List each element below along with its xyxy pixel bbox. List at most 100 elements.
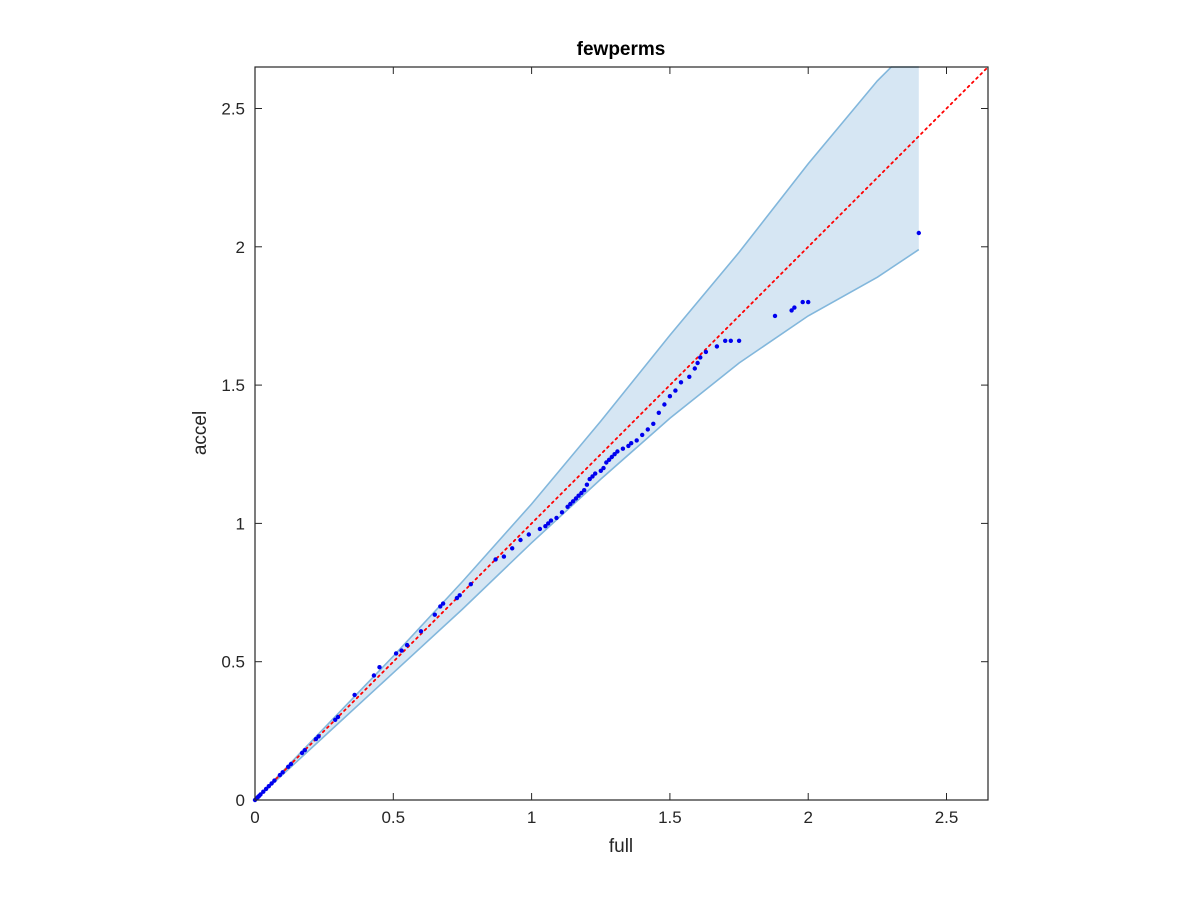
y-tick-label: 0: [236, 791, 245, 810]
data-point: [266, 784, 271, 789]
data-point: [559, 510, 565, 515]
data-point: [698, 355, 703, 360]
data-point: [288, 761, 294, 767]
data-point: [587, 476, 592, 482]
data-point: [272, 778, 277, 783]
x-tick-label: 2: [803, 808, 812, 827]
data-point: [651, 421, 656, 426]
data-point: [371, 673, 377, 678]
data-point: [258, 792, 263, 797]
y-tick-label: 2.5: [221, 99, 245, 118]
data-point: [280, 770, 285, 775]
data-point: [316, 734, 321, 739]
chart-title: fewperms: [577, 39, 666, 60]
data-point: [565, 504, 570, 509]
data-point: [601, 465, 606, 471]
y-tick-label: 2: [236, 238, 245, 257]
data-point: [404, 642, 410, 648]
data-point: [593, 471, 598, 476]
data-point: [695, 360, 700, 366]
axes-box: [254, 66, 989, 801]
band-upper-edge: [254, 66, 919, 801]
data-point: [656, 410, 661, 415]
x-tick-label: 1.5: [658, 808, 682, 827]
data-point: [629, 441, 634, 446]
x-tick-label: 0.5: [381, 808, 405, 827]
data-point: [286, 764, 291, 769]
data-point: [573, 496, 579, 501]
data-point: [546, 521, 551, 526]
x-tick-label: 2.5: [935, 808, 959, 827]
data-point: [418, 629, 424, 634]
data-point: [736, 338, 742, 343]
data-point: [640, 432, 645, 438]
data-point: [687, 374, 692, 379]
data-point: [615, 449, 620, 454]
data-point: [606, 457, 612, 462]
band-lower-edge: [254, 248, 920, 801]
data-point: [634, 438, 639, 443]
data-point: [714, 344, 720, 349]
y-tick-label: 1: [236, 514, 245, 533]
data-point: [584, 482, 590, 487]
data-point: [645, 427, 650, 432]
data-point: [570, 499, 576, 504]
reference-line: [254, 66, 989, 801]
y-axis-label: accel: [190, 411, 211, 455]
data-point: [692, 366, 697, 371]
data-point: [723, 338, 728, 343]
data-point: [454, 595, 460, 601]
data-point: [916, 230, 921, 236]
data-point: [302, 748, 307, 753]
data-point: [576, 493, 581, 498]
data-point: [678, 380, 684, 385]
data-points: [252, 230, 921, 803]
data-point: [333, 717, 338, 722]
data-point: [432, 612, 437, 617]
data-point: [806, 299, 811, 305]
x-tick-label: 0: [250, 808, 259, 827]
data-point: [579, 490, 584, 496]
data-point: [582, 488, 587, 493]
data-point: [543, 524, 548, 529]
data-point: [313, 736, 319, 742]
data-point: [662, 402, 667, 407]
data-point: [457, 593, 462, 598]
data-point: [612, 452, 617, 457]
data-point: [393, 651, 399, 656]
reference-line-group: [254, 66, 989, 801]
data-point: [728, 338, 733, 343]
y-tick-label: 1.5: [221, 376, 245, 395]
data-point: [800, 299, 805, 305]
data-point: [609, 454, 614, 460]
data-point: [554, 515, 559, 521]
data-point: [501, 554, 507, 559]
x-tick-label: 1: [527, 808, 536, 827]
data-point: [568, 501, 573, 507]
data-point: [269, 781, 274, 786]
y-tick-label: 0.5: [221, 653, 245, 672]
data-point: [667, 394, 673, 399]
data-point: [438, 604, 443, 609]
data-point: [277, 772, 283, 778]
data-point: [703, 349, 709, 355]
data-point: [620, 446, 626, 451]
data-point: [626, 443, 631, 449]
data-point: [792, 305, 797, 310]
data-point: [468, 582, 473, 587]
data-point: [493, 557, 498, 562]
data-point: [399, 648, 404, 653]
axis-ticks: 0 0.5 1 1.5 2 2.5 0 0.5 1 1.5 2 2.5: [221, 67, 988, 827]
data-point: [590, 474, 595, 479]
data-point: [335, 714, 341, 720]
data-point: [526, 532, 531, 537]
data-point: [510, 546, 515, 551]
data-point: [440, 601, 446, 606]
confidence-band: [254, 66, 920, 801]
data-point: [598, 468, 603, 473]
data-point: [299, 750, 305, 756]
x-axis-label: full: [609, 836, 633, 857]
data-point: [789, 308, 794, 313]
data-point: [673, 388, 678, 393]
